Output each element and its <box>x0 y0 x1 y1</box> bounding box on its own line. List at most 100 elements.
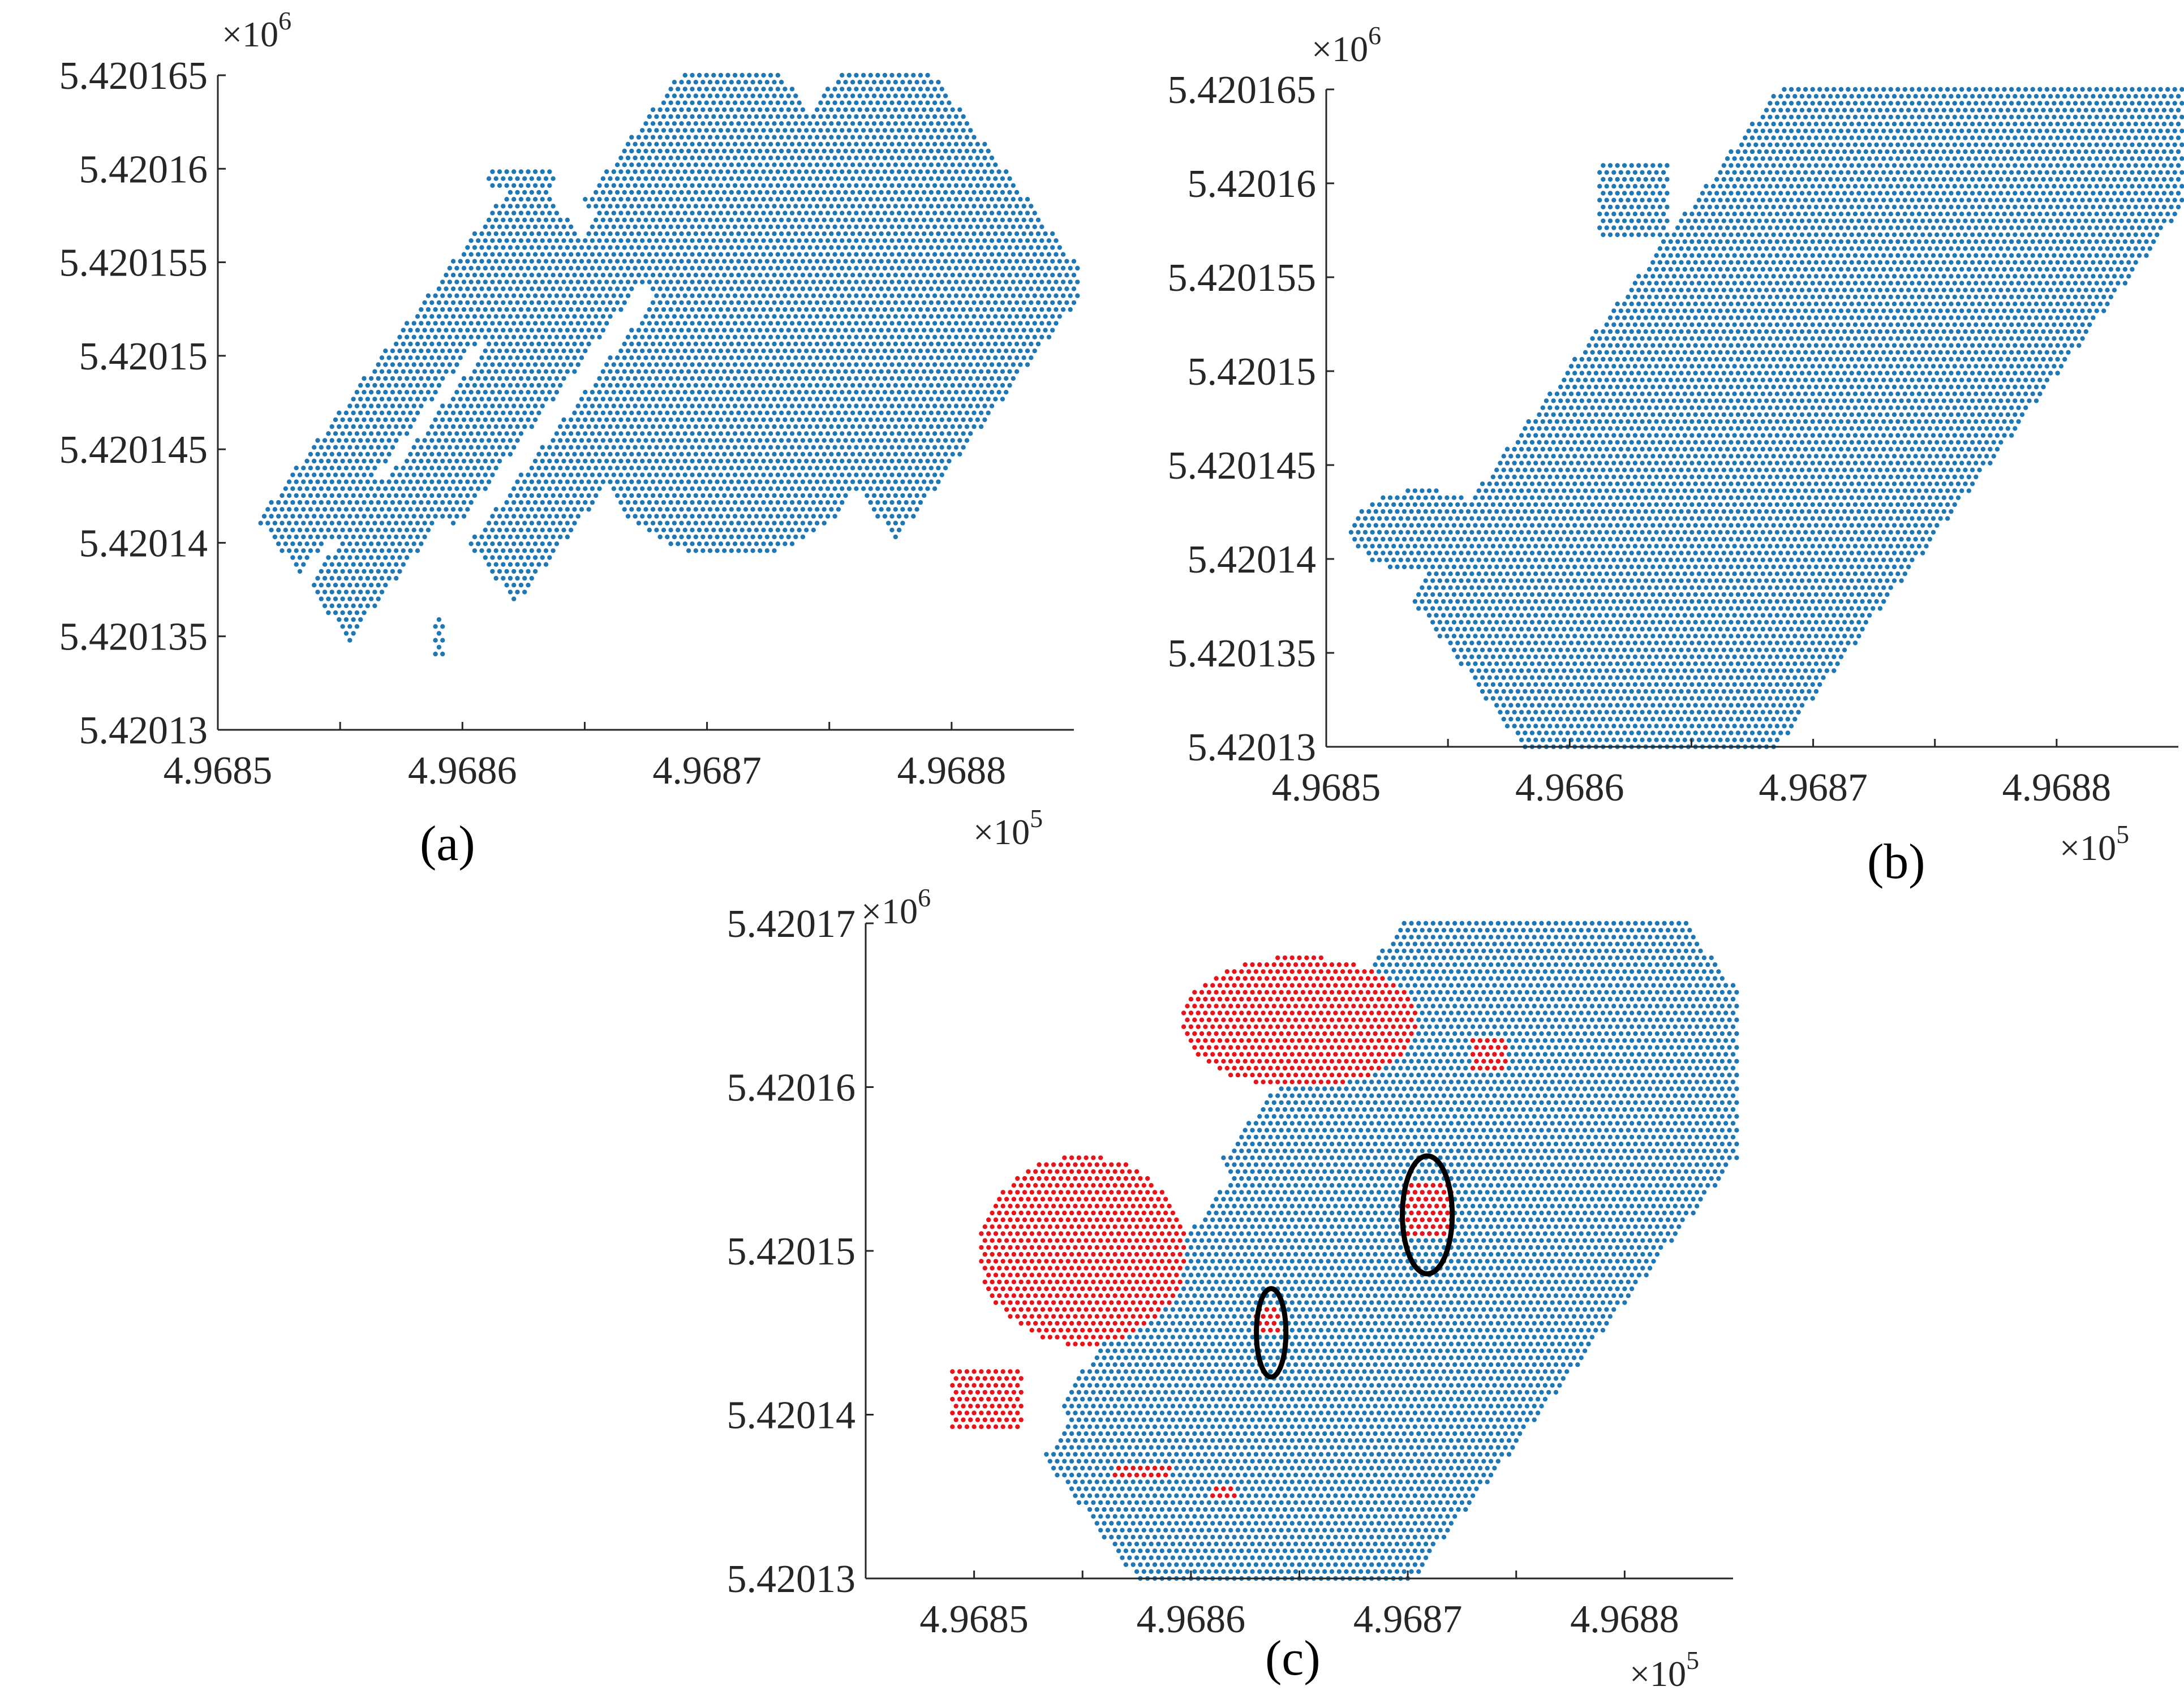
data-point <box>918 403 923 408</box>
data-point <box>697 238 702 243</box>
data-point <box>479 300 484 306</box>
data-point <box>640 417 645 423</box>
data-point <box>518 169 524 174</box>
data-point <box>590 417 595 423</box>
data-point <box>875 349 880 354</box>
data-point <box>775 390 781 395</box>
data-point <box>747 527 752 532</box>
data-point <box>608 438 613 443</box>
data-point <box>465 328 470 333</box>
data-point <box>343 520 349 526</box>
data-point <box>779 369 784 374</box>
data-point <box>551 204 556 209</box>
data-point <box>743 314 749 319</box>
data-point <box>732 155 738 161</box>
data-point <box>789 472 795 477</box>
data-point <box>886 80 891 85</box>
data-point <box>846 362 852 367</box>
data-point <box>575 362 581 367</box>
data-point <box>758 217 763 222</box>
data-point <box>957 190 962 195</box>
data-point <box>879 217 884 222</box>
data-point <box>600 479 606 484</box>
data-point <box>840 252 845 257</box>
data-point <box>747 417 752 423</box>
data-point <box>483 362 488 367</box>
data-point <box>343 410 349 415</box>
data-point <box>508 410 513 415</box>
data-point <box>572 479 577 484</box>
data-point <box>732 238 738 243</box>
data-point <box>622 286 627 291</box>
data-point <box>843 231 848 236</box>
data-point <box>697 376 702 381</box>
data-point <box>789 500 795 505</box>
data-point <box>665 245 670 250</box>
data-point <box>472 259 478 264</box>
data-point <box>982 334 987 339</box>
data-point <box>758 80 763 85</box>
data-point <box>978 355 984 360</box>
data-point <box>736 314 741 319</box>
data-point <box>594 479 599 484</box>
data-point <box>932 114 938 119</box>
data-point <box>947 252 952 257</box>
data-point <box>672 328 677 333</box>
data-point <box>857 397 862 402</box>
data-point <box>896 514 902 519</box>
data-point <box>390 403 395 408</box>
data-point <box>783 128 788 133</box>
data-point <box>775 500 781 505</box>
data-point <box>551 382 556 388</box>
data-point <box>276 500 281 505</box>
data-point <box>354 403 360 408</box>
data-point <box>722 217 727 222</box>
data-point <box>732 307 738 312</box>
data-point <box>964 148 970 154</box>
data-point <box>740 376 745 381</box>
data-point <box>736 507 741 512</box>
data-point <box>953 238 959 243</box>
data-point <box>854 238 859 243</box>
data-point <box>497 307 502 312</box>
data-point <box>882 362 888 367</box>
data-point <box>907 397 913 402</box>
data-point <box>486 217 492 222</box>
data-point <box>511 279 517 285</box>
data-point <box>668 321 673 326</box>
data-point <box>501 259 506 264</box>
data-point <box>754 238 759 243</box>
data-point <box>543 204 549 209</box>
data-point <box>840 238 845 243</box>
data-point <box>543 355 549 360</box>
data-point <box>904 100 909 105</box>
data-point <box>458 410 463 415</box>
data-point <box>690 500 695 505</box>
data-point <box>337 479 342 484</box>
data-point <box>964 341 970 347</box>
data-point <box>647 265 652 271</box>
data-point <box>436 286 442 291</box>
data-point <box>425 390 431 395</box>
data-point <box>290 541 295 547</box>
data-point <box>743 328 749 333</box>
data-point <box>889 224 895 230</box>
data-point <box>590 403 595 408</box>
data-point <box>493 438 498 443</box>
data-point <box>775 141 781 147</box>
data-point <box>511 321 517 326</box>
data-point <box>928 286 934 291</box>
data-point <box>497 376 502 381</box>
data-point <box>764 273 770 278</box>
data-point <box>676 224 681 230</box>
data-point <box>793 314 798 319</box>
data-point <box>625 224 631 230</box>
data-point <box>786 162 791 167</box>
data-point <box>436 382 442 388</box>
data-point <box>818 128 823 133</box>
data-point <box>614 190 620 195</box>
data-point <box>629 273 634 278</box>
data-point <box>750 548 755 553</box>
data-point <box>715 451 720 457</box>
data-point <box>814 341 820 347</box>
